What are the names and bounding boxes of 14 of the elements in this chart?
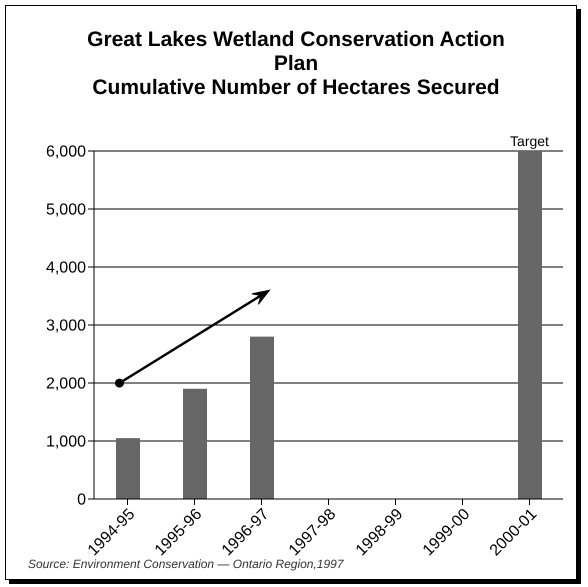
source-note: Source: Environment Conservation — Ontario Region,1997	[28, 557, 344, 571]
chart-title: Great Lakes Wetland Conservation Action Plan Cumulative Number of Hectares Secured	[87, 28, 505, 99]
y-tick-label: 0	[77, 492, 86, 509]
y-tick-label: 3,000	[46, 318, 86, 335]
y-tick-label: 5,000	[46, 202, 86, 219]
annotation: Target	[510, 133, 550, 149]
bar	[183, 388, 207, 499]
bar	[250, 336, 274, 499]
y-tick-label: 6,000	[46, 144, 86, 161]
y-tick-label: 4,000	[46, 260, 86, 277]
bar	[518, 151, 542, 499]
y-tick-label: 2,000	[46, 376, 86, 393]
bar	[116, 438, 140, 499]
y-tick-label: 1,000	[46, 434, 86, 451]
